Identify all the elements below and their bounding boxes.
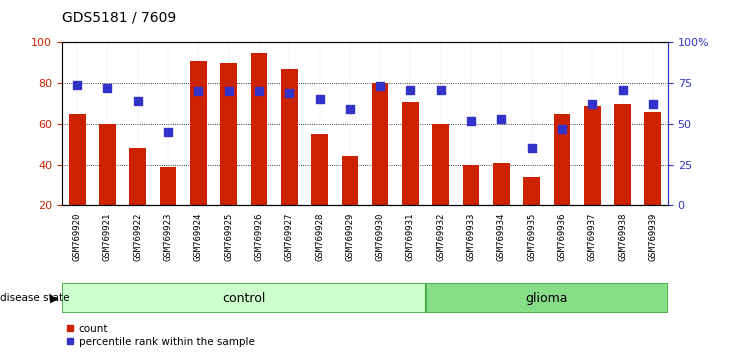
Point [344, 107, 356, 112]
Bar [190, 61, 207, 205]
Point [496, 116, 507, 122]
Point [647, 102, 658, 107]
Bar [220, 63, 237, 205]
Bar [69, 114, 85, 205]
Point [314, 97, 326, 102]
Point [556, 126, 568, 132]
Text: ▶: ▶ [50, 293, 58, 303]
Text: disease state: disease state [0, 293, 69, 303]
Point [223, 88, 234, 94]
Point [162, 129, 174, 135]
Bar [463, 165, 480, 205]
Point [404, 87, 416, 92]
Point [617, 87, 629, 92]
Text: glioma: glioma [526, 292, 568, 305]
Point [586, 102, 598, 107]
Point [374, 84, 386, 89]
Text: control: control [222, 292, 266, 305]
Bar [402, 102, 419, 205]
Bar [553, 114, 570, 205]
Text: GDS5181 / 7609: GDS5181 / 7609 [62, 11, 177, 25]
Bar [311, 134, 328, 205]
Point [193, 88, 204, 94]
Bar [250, 53, 267, 205]
Bar [342, 156, 358, 205]
Bar [614, 104, 631, 205]
Bar [493, 162, 510, 205]
Bar [372, 83, 388, 205]
Legend: count, percentile rank within the sample: count, percentile rank within the sample [67, 324, 255, 347]
Point [72, 82, 83, 88]
Point [465, 118, 477, 124]
Bar [523, 177, 540, 205]
FancyBboxPatch shape [62, 283, 426, 313]
FancyBboxPatch shape [426, 283, 668, 313]
Point [526, 145, 537, 151]
Bar [99, 124, 116, 205]
Bar [129, 148, 146, 205]
Point [283, 90, 295, 96]
Point [101, 85, 113, 91]
Bar [281, 69, 298, 205]
Bar [584, 105, 601, 205]
Bar [645, 112, 661, 205]
Bar [160, 167, 177, 205]
Point [253, 88, 265, 94]
Point [435, 87, 447, 92]
Point [132, 98, 144, 104]
Bar [432, 124, 449, 205]
